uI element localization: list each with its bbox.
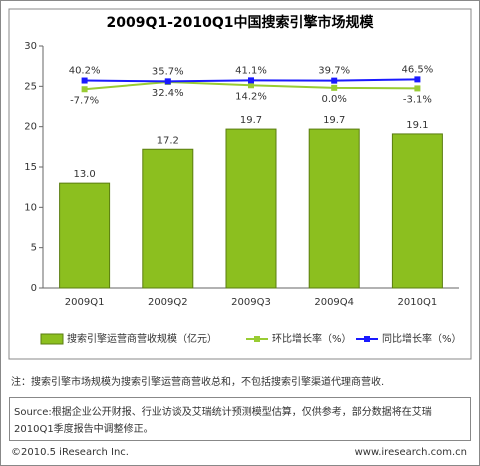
line-marker bbox=[81, 77, 88, 84]
bar-value-label: 19.7 bbox=[323, 115, 345, 126]
chart-title: 2009Q1-2010Q1中国搜索引擎市场规模 bbox=[106, 14, 374, 31]
y-tick-label: 15 bbox=[24, 162, 37, 173]
legend-swatch bbox=[254, 336, 260, 342]
source-box: Source:根据企业公开财报、行业访谈及艾瑞统计预测模型估算，仅供参考，部分数… bbox=[9, 397, 471, 441]
line-value-label: 35.7% bbox=[152, 66, 184, 77]
note: 注：搜索引擎市场规模为搜索引擎运营商营收总和，不包括搜索引擎渠道代理商营收. bbox=[11, 377, 385, 388]
bar-value-label: 19.7 bbox=[240, 115, 262, 126]
y-tick-label: 5 bbox=[31, 243, 37, 254]
x-tick-label: 2009Q3 bbox=[231, 297, 271, 308]
line-value-label: 14.2% bbox=[235, 91, 267, 102]
legend-label: 搜索引擎运营商营收规模（亿元） bbox=[67, 332, 217, 345]
line-value-label: 0.0% bbox=[321, 94, 346, 105]
line-value-label: -7.7% bbox=[70, 95, 99, 106]
legend-label: 环比增长率（%） bbox=[272, 332, 352, 345]
y-tick-label: 25 bbox=[24, 81, 37, 92]
x-tick-label: 2009Q4 bbox=[314, 297, 354, 308]
line-value-label: 41.1% bbox=[235, 65, 267, 76]
source-line: 2010Q1季度报告中调整修正。 bbox=[14, 424, 154, 435]
legend-label: 同比增长率（%） bbox=[382, 332, 462, 345]
chart: 2009Q1-2010Q1中国搜索引擎市场规模 0 5 10 15 20 25 30 2009… bbox=[8, 8, 472, 360]
bar bbox=[225, 128, 277, 289]
y-tick-label: 10 bbox=[24, 202, 37, 213]
line-value-label: 32.4% bbox=[152, 88, 184, 99]
x-tick-label: 2009Q1 bbox=[65, 297, 105, 308]
line-value-label: 46.5% bbox=[402, 64, 434, 75]
y-tick-label: 20 bbox=[24, 122, 37, 133]
line-marker bbox=[248, 82, 254, 89]
x-tick-label: 2009Q2 bbox=[148, 297, 188, 308]
legend-swatch bbox=[364, 336, 370, 342]
bar-value-label: 17.2 bbox=[157, 135, 179, 146]
bar bbox=[391, 133, 443, 289]
line-marker bbox=[248, 77, 254, 84]
source-line: Source:根据企业公开财报、行业访谈及艾瑞统计预测模型估算，仅供参考，部分数… bbox=[14, 407, 432, 418]
website: www.iresearch.com.cn bbox=[354, 447, 467, 458]
bar-value-label: 13.0 bbox=[73, 169, 95, 180]
copyright: ©2010.5 iResearch Inc. bbox=[11, 447, 129, 458]
line-value-label: 40.2% bbox=[69, 66, 101, 77]
bar bbox=[308, 128, 360, 289]
line-marker bbox=[331, 77, 338, 84]
y-tick-label: 0 bbox=[31, 283, 37, 294]
line-marker bbox=[331, 84, 338, 91]
x-tick-label: 2010Q1 bbox=[398, 297, 438, 308]
line-value-label: -3.1% bbox=[403, 94, 432, 105]
chart-frame bbox=[8, 8, 472, 360]
y-tick-label: 30 bbox=[24, 41, 37, 52]
legend-swatch bbox=[40, 333, 64, 345]
line-marker bbox=[414, 85, 421, 92]
bar bbox=[142, 148, 194, 289]
line-marker bbox=[414, 76, 421, 83]
line-marker bbox=[164, 78, 171, 85]
line-marker bbox=[81, 86, 88, 93]
bar-value-label: 19.1 bbox=[406, 120, 428, 131]
bar bbox=[59, 182, 111, 289]
line-value-label: 39.7% bbox=[318, 66, 350, 77]
